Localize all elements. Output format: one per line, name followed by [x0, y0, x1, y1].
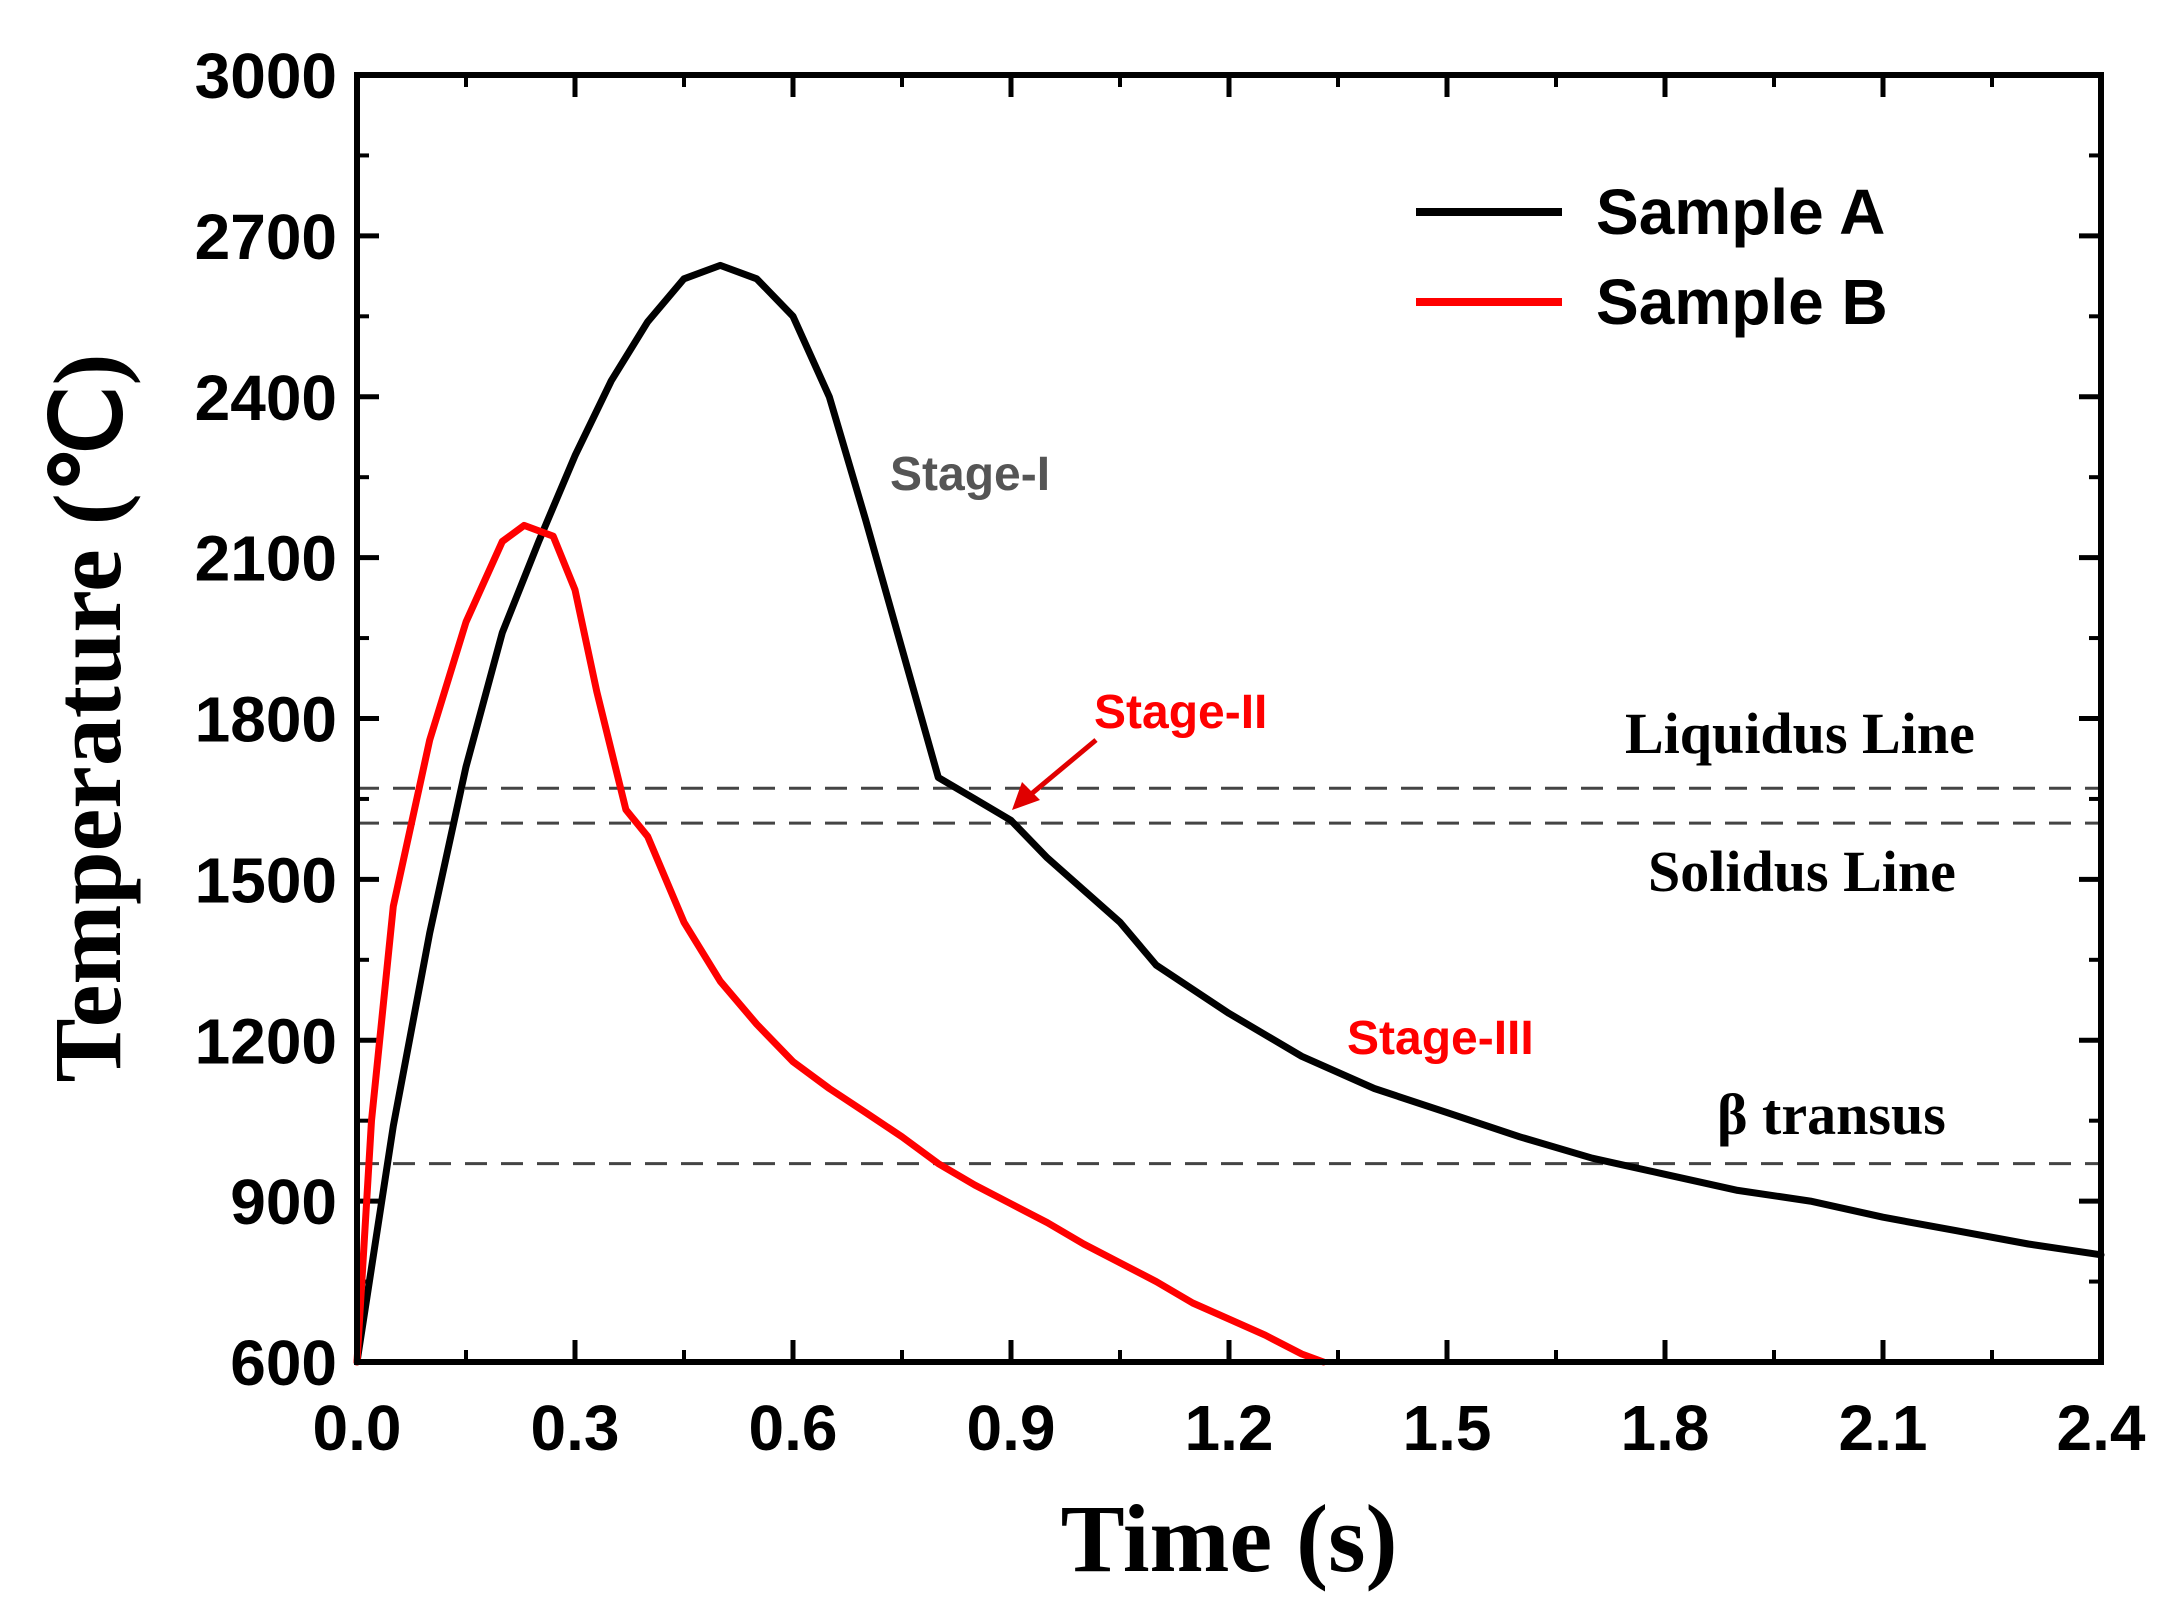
x-tick-label: 0.3	[531, 1392, 620, 1464]
legend-label-sample-b: Sample B	[1596, 266, 1888, 338]
x-tick-label: 2.4	[2057, 1392, 2146, 1464]
x-tick-label: 2.1	[1839, 1392, 1928, 1464]
y-tick-label: 2400	[195, 362, 337, 434]
stage-i-label: Stage-I	[890, 448, 1050, 501]
solidus-line-label: Solidus Line	[1648, 839, 1956, 904]
x-axis-title: Time (s)	[1061, 1485, 1398, 1592]
ticks-layer: 0.0 0.3 0.6 0.9 1.2 1.5 1.8 2.1 2.4 600 900 1200 150…	[195, 40, 2146, 1464]
stage-ii-label: Stage-II	[1094, 686, 1267, 739]
y-tick-label: 1800	[195, 684, 337, 756]
stage-ii-arrow	[1012, 738, 1098, 810]
series-line-sample-b	[353, 521, 1327, 1366]
x-tick-label: 1.2	[1185, 1392, 1274, 1464]
y-tick-label: 3000	[195, 40, 337, 112]
y-axis-title: Temperature (℃)	[34, 354, 141, 1083]
stage-iii-label: Stage-III	[1347, 1012, 1534, 1065]
plot-frame	[354, 72, 2104, 1365]
liquidus-line-label: Liquidus Line	[1625, 701, 1975, 766]
reference-lines	[357, 786, 2101, 1166]
x-tick-label: 1.8	[1621, 1392, 1710, 1464]
series-layer	[353, 261, 2105, 1366]
beta-transus-label: β transus	[1717, 1082, 1946, 1147]
x-tick-label: 0.0	[313, 1392, 402, 1464]
y-tick-label: 1500	[195, 844, 337, 916]
legend-label-sample-a: Sample A	[1596, 176, 1885, 248]
y-tick-label: 1200	[195, 1005, 337, 1077]
x-tick-label: 0.9	[967, 1392, 1056, 1464]
y-tick-label: 600	[230, 1327, 337, 1399]
y-tick-label: 2700	[195, 201, 337, 273]
x-tick-label: 1.5	[1403, 1392, 1492, 1464]
y-tick-label: 2100	[195, 523, 337, 595]
legend: Sample A Sample B	[1416, 176, 1888, 338]
series-line-sample-a	[353, 261, 2105, 1366]
y-tick-label: 900	[230, 1166, 337, 1238]
x-tick-label: 0.6	[749, 1392, 838, 1464]
